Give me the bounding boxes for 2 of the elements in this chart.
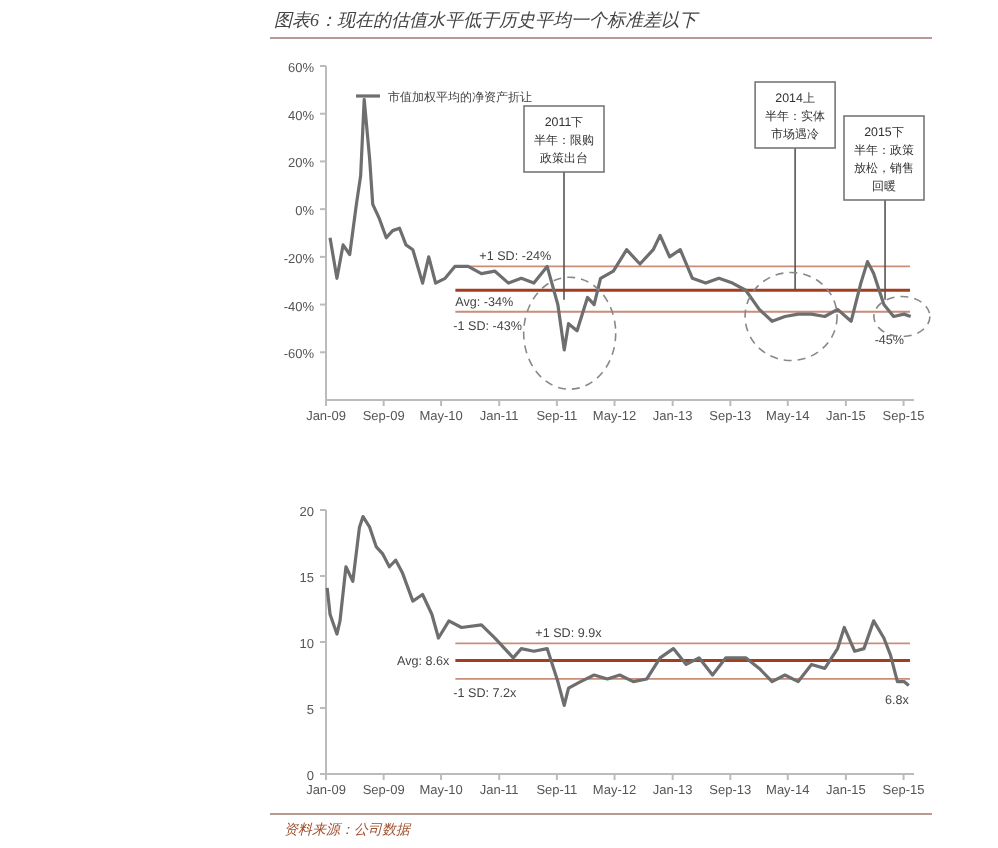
line-series: [325, 515, 911, 707]
chart-title: 图表6：现在的估值水平低于历史平均一个标准差以下: [274, 10, 701, 30]
